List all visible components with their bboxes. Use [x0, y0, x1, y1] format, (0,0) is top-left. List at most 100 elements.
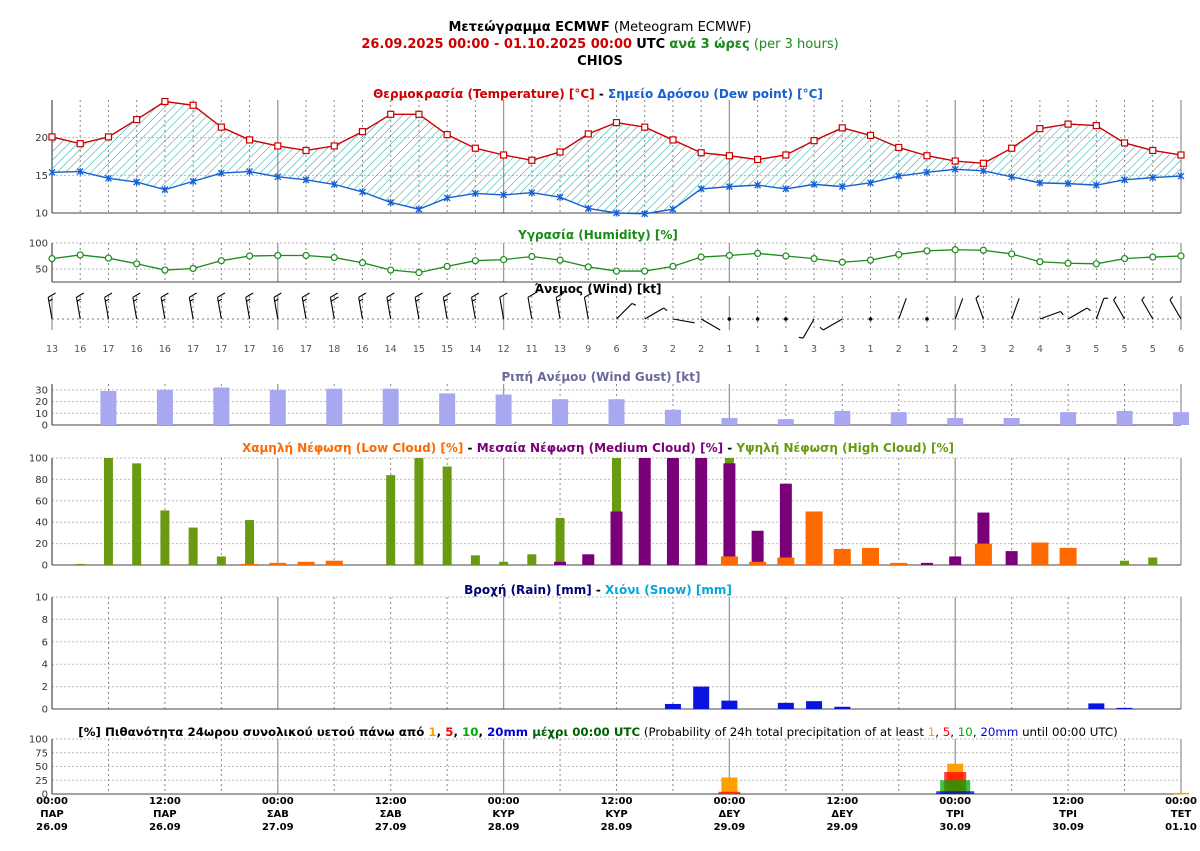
wind-barb-feather: [301, 292, 310, 298]
wind-barb-half-feather: [76, 298, 82, 302]
dewpoint-point: [359, 188, 366, 196]
humidity-point: [556, 256, 564, 264]
wind-barb-staff: [616, 303, 633, 320]
wind-speed-label: 5: [1122, 344, 1128, 355]
wind-barb-half-feather: [246, 298, 251, 302]
wind-barb-feather: [584, 292, 593, 298]
y-tick-label: 10: [35, 209, 48, 220]
dewpoint-point: [274, 173, 282, 181]
low-cloud-bar: [241, 563, 259, 565]
x-tick-time: 00:00: [939, 796, 971, 807]
wind-barb-feather: [189, 292, 197, 298]
wind-barb-half-feather: [1113, 296, 1117, 301]
wind-barb-staff: [527, 297, 533, 320]
high-cloud-title: Υψηλή Νέφωση (High Cloud) [%]: [735, 441, 954, 455]
x-tick-date: 26.09: [36, 822, 68, 833]
humidity-point: [500, 256, 508, 264]
dewpoint-point: [1064, 180, 1072, 188]
wind-barb-feather: [358, 292, 367, 298]
probability-bar: [940, 780, 971, 794]
wind-barb-feather: [414, 292, 423, 298]
wind-barb-half-feather: [1060, 311, 1064, 316]
humidity-point: [612, 267, 621, 275]
wind-barb-half-feather: [1141, 296, 1145, 301]
wind-barb: [644, 307, 668, 320]
humidity-point: [302, 251, 310, 260]
dewpoint-point: [1177, 172, 1185, 180]
temp-dew-spread-fill: [52, 101, 1181, 214]
x-tick-time: 12:00: [601, 796, 633, 807]
dewpoint-point: [302, 176, 310, 184]
humidity-point: [528, 252, 536, 261]
medium-cloud-bar: [1005, 551, 1018, 565]
y-tick-label: 0: [42, 561, 48, 572]
medium-cloud-bar: [554, 561, 567, 565]
cloud-panel-title: Χαμηλή Νέφωση (Low Cloud) [%] - Μεσαία Ν…: [242, 441, 954, 455]
y-tick-label: 100: [29, 239, 48, 250]
gust-bar: [777, 419, 794, 425]
y-tick-label: 30: [35, 385, 48, 396]
wind-barb: [386, 292, 395, 320]
rain-bar: [806, 701, 823, 709]
x-tick-date: 26.09: [149, 822, 181, 833]
temperature-point: [161, 97, 169, 106]
wind-barb-staff: [1039, 310, 1061, 320]
high-cloud-bar: [386, 475, 396, 565]
dewpoint-point: [48, 168, 56, 176]
humidity-point: [669, 262, 677, 270]
temperature-point: [782, 151, 790, 159]
medium-cloud-bar: [723, 463, 736, 565]
temperature-point: [245, 136, 254, 144]
humidity-point: [1036, 258, 1044, 266]
temp-title: Θερμοκρασία (Temperature) [°C]: [373, 87, 595, 101]
snow-title: Χιόνι (Snow) [mm]: [605, 583, 732, 597]
header-title-gr: Μετεώγραμμα ECMWF: [448, 20, 609, 35]
low-cloud-bar: [862, 547, 880, 565]
temperature-point: [951, 157, 959, 165]
gust-bar: [552, 399, 569, 425]
temperature-point: [584, 130, 592, 138]
wind-barb-feather: [443, 292, 451, 298]
wind-barb: [329, 292, 339, 320]
low-cloud-bar: [1031, 542, 1049, 565]
x-tick-date: 29.09: [826, 822, 858, 833]
temperature-point: [669, 136, 677, 144]
temperature-point: [528, 156, 536, 164]
temperature-point: [48, 133, 56, 141]
humidity-point: [1177, 252, 1185, 260]
wind-barb: [868, 317, 873, 321]
dewpoint-point: [133, 178, 141, 186]
wind-barb-feather: [160, 292, 169, 298]
wind-speed-label: 16: [131, 344, 143, 355]
high-cloud-bar: [132, 463, 142, 565]
wind-speed-label: 3: [980, 344, 986, 355]
y-tick-label: 15: [35, 171, 48, 182]
y-tick-label: 20: [35, 397, 48, 408]
rain-panel-title: Βροχή (Rain) [mm] - Χιόνι (Snow) [mm]: [464, 583, 732, 597]
wind-speed-label: 13: [46, 344, 58, 355]
gust-bar: [721, 417, 738, 425]
dewpoint-point: [471, 189, 479, 197]
temperature-point: [330, 142, 338, 150]
medium-cloud-bar: [666, 458, 679, 565]
temperature-point: [923, 152, 931, 160]
low-cloud-bar: [1059, 547, 1077, 565]
wind-barb: [798, 318, 815, 339]
wind-barb-half-feather: [556, 298, 561, 302]
wind-speed-label: 16: [356, 344, 368, 355]
low-cloud-bar: [890, 562, 908, 565]
y-tick-label: 100: [29, 454, 48, 465]
wind-speed-label: 14: [469, 344, 481, 355]
humidity-title: Υγρασία (Humidity) [%]: [517, 228, 678, 242]
temperature-point: [1120, 139, 1129, 147]
x-tick-time: 00:00: [262, 796, 294, 807]
wind-speed-label: 4: [1037, 344, 1043, 355]
wind-barb-feather: [386, 292, 395, 298]
wind-speed-label: 1: [755, 344, 761, 355]
wind-barb: [527, 292, 536, 320]
x-tick-time: 00:00: [1165, 796, 1197, 807]
y-tick-label: 10: [35, 409, 48, 420]
wind-barb: [1169, 296, 1182, 320]
y-tick-label: 10: [35, 593, 48, 604]
